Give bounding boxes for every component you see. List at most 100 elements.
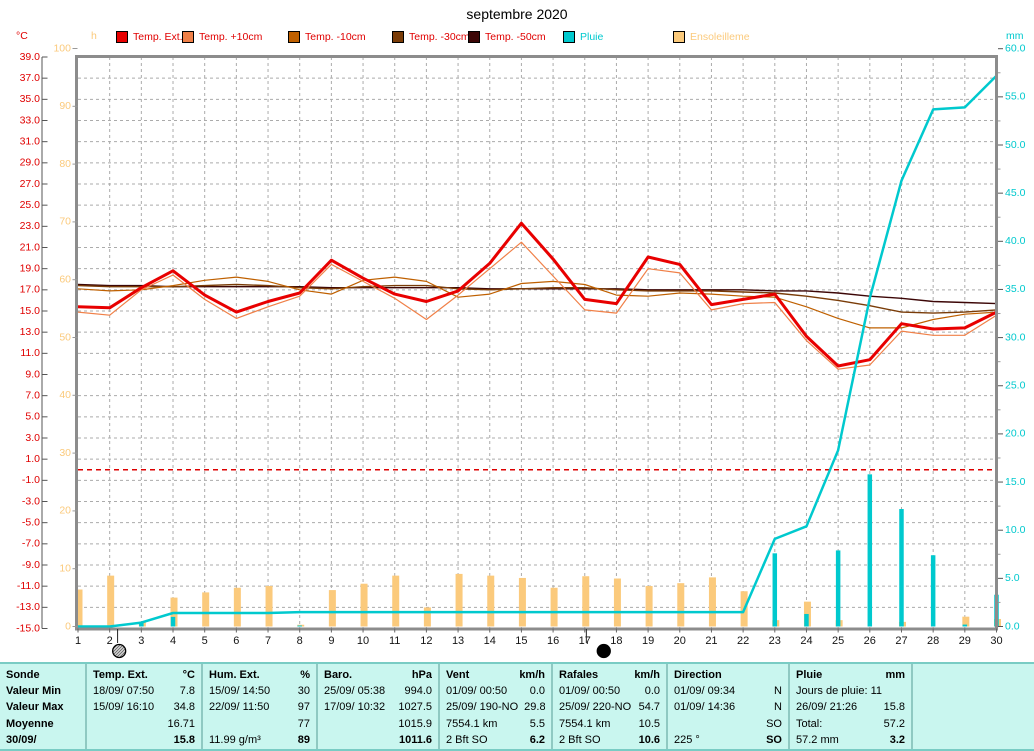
table-row: 25/09/ 05:38 994.0 bbox=[324, 685, 432, 698]
day-label: 4 bbox=[170, 635, 176, 647]
rain-tick-label: 55.0 bbox=[1005, 91, 1026, 103]
sunshine-tick-label: 40 bbox=[59, 389, 71, 401]
day-label: 10 bbox=[357, 635, 369, 647]
table-row: 01/09/ 00:50 0.0 bbox=[559, 685, 660, 698]
column-header: Rafales km/h bbox=[559, 669, 660, 681]
temp-tick-label: 7.0 bbox=[25, 389, 40, 401]
rain-tick-label: 30.0 bbox=[1005, 331, 1026, 343]
rain-tick-label: 50.0 bbox=[1005, 139, 1026, 151]
temp-ext-swatch-icon bbox=[116, 31, 128, 43]
sunshine-bar bbox=[107, 575, 115, 627]
pluie-swatch-icon bbox=[563, 31, 575, 43]
temp-tick-label: -15.0 bbox=[16, 622, 40, 634]
table-column-temp-ext-: Temp. Ext. °C 18/09/ 07:50 7.8 15/09/ 16:10 3… bbox=[87, 664, 203, 749]
sunshine-tick-label: 10 bbox=[59, 562, 71, 574]
sunshine-tick-label: 70 bbox=[59, 216, 71, 228]
day-label: 20 bbox=[674, 635, 686, 647]
table-column-vent: Vent km/h 01/09/ 00:50 0.0 25/09/ 190-NO 29.8… bbox=[440, 664, 553, 749]
table-column-rafales: Rafales km/h 01/09/ 00:50 0.0 25/09/ 220-NO 5… bbox=[553, 664, 668, 749]
temp-m10-swatch-icon bbox=[288, 31, 300, 43]
sunshine-bar bbox=[962, 616, 970, 627]
temp-tick-label: 1.0 bbox=[25, 453, 40, 465]
line-temp-10cm bbox=[77, 276, 997, 329]
sunshine-bar bbox=[265, 586, 273, 627]
chart-svg: 39.037.035.033.031.029.027.025.023.021.0… bbox=[16, 42, 1026, 659]
day-label: 1 bbox=[75, 635, 81, 647]
legend-label: Temp. -10cm bbox=[305, 31, 366, 43]
day-label: 6 bbox=[233, 635, 239, 647]
line-temp-10cm bbox=[77, 241, 997, 370]
rain-bar bbox=[899, 509, 904, 627]
day-label: 14 bbox=[484, 635, 496, 647]
temp-tick-label: 17.0 bbox=[20, 284, 41, 296]
rain-tick-label: 0.0 bbox=[1005, 620, 1020, 632]
temp-tick-label: 5.0 bbox=[25, 411, 40, 423]
legend-item-temp-m10: Temp. -10cm bbox=[288, 31, 366, 43]
day-label: 2 bbox=[107, 635, 113, 647]
column-header: Vent km/h bbox=[446, 669, 545, 681]
rain-tick-label: 45.0 bbox=[1005, 187, 1026, 199]
table-row: SO bbox=[766, 717, 782, 730]
column-header: Baro. hPa bbox=[324, 669, 432, 681]
temp-tick-label: 31.0 bbox=[20, 135, 41, 147]
day-label: 22 bbox=[737, 635, 749, 647]
temp-tick-label: 35.0 bbox=[20, 93, 41, 105]
day-label: 18 bbox=[610, 635, 622, 647]
day-label: 29 bbox=[959, 635, 971, 647]
rain-tick-label: 5.0 bbox=[1005, 572, 1020, 584]
column-header: Direction bbox=[674, 669, 722, 681]
rain-tick-label: 25.0 bbox=[1005, 380, 1026, 392]
rain-bar bbox=[930, 555, 936, 627]
table-column-direction: Direction 01/09/ 09:34 N 01/09/ 14:36 N SO 225… bbox=[668, 664, 790, 749]
full-moon-icon bbox=[112, 643, 127, 659]
table-row: 01/09/ 09:34 N bbox=[674, 685, 782, 698]
table-row: 26/09/ 21:26 15.8 bbox=[796, 701, 905, 714]
rain-bar bbox=[867, 474, 873, 627]
sunshine-axis-unit: h bbox=[91, 30, 97, 42]
rain-bar bbox=[804, 613, 809, 627]
table-row-labels-column: Sonde Valeur Min Valeur Max Moyenne 30/09/ bbox=[0, 664, 87, 749]
sunshine-bar bbox=[645, 586, 653, 627]
table-column-baro-: Baro. hPa 25/09/ 05:38 994.0 17/09/ 10:32 102… bbox=[318, 664, 440, 749]
table-row: 15.8 bbox=[173, 733, 195, 746]
temp-tick-label: 15.0 bbox=[20, 305, 41, 317]
temp-tick-label: -9.0 bbox=[22, 559, 40, 571]
table-row: Jours de pluie: 11 bbox=[796, 685, 883, 698]
legend-item-temp-m30: Temp. -30cm bbox=[392, 31, 470, 43]
plot-frame bbox=[75, 55, 998, 631]
sunshine-bar bbox=[518, 577, 526, 627]
rain-tick-label: 15.0 bbox=[1005, 476, 1026, 488]
rain-cumulative-line bbox=[78, 74, 998, 628]
sunshine-tick-label: 90 bbox=[59, 100, 71, 112]
sunshine-bar bbox=[582, 576, 590, 627]
table-row: 22/09/ 11:50 97 bbox=[209, 701, 310, 714]
table-row: 7554.1 km 5.5 bbox=[446, 717, 545, 730]
temp-tick-label: 39.0 bbox=[20, 51, 41, 63]
table-row: 17/09/ 10:32 1027.5 bbox=[324, 701, 432, 714]
table-empty-area bbox=[913, 664, 1034, 749]
day-label: 17 bbox=[579, 635, 591, 647]
day-label: 24 bbox=[800, 635, 812, 647]
day-label: 23 bbox=[769, 635, 781, 647]
rain-tick-label: 20.0 bbox=[1005, 428, 1026, 440]
table-column-hum-ext-: Hum. Ext.% 15/09/ 14:50 30 22/09/ 11:50 97 77… bbox=[203, 664, 318, 749]
temp-tick-label: -7.0 bbox=[22, 538, 40, 550]
rain-tick-label: 60.0 bbox=[1005, 42, 1026, 54]
legend-label: Pluie bbox=[580, 31, 604, 43]
temp-tick-label: -3.0 bbox=[22, 495, 40, 507]
day-label: 7 bbox=[265, 635, 271, 647]
table-row: 57.2 mm 3.2 bbox=[796, 733, 905, 746]
day-label: 28 bbox=[927, 635, 939, 647]
table-row: 7554.1 km 10.5 bbox=[559, 717, 660, 730]
sunshine-tick-label: 60 bbox=[59, 273, 71, 285]
sunshine-bar bbox=[455, 573, 463, 627]
rain-bar bbox=[962, 624, 968, 627]
temp-tick-label: 3.0 bbox=[25, 432, 40, 444]
legend-item-temp-m50: Temp. -50cm bbox=[468, 31, 546, 43]
page-title: septembre 2020 bbox=[466, 6, 568, 22]
day-label: 21 bbox=[705, 635, 717, 647]
sunshine-bar bbox=[392, 575, 400, 627]
temp-tick-label: -13.0 bbox=[16, 601, 40, 613]
day-label: 27 bbox=[895, 635, 907, 647]
rain-bar bbox=[297, 625, 302, 627]
